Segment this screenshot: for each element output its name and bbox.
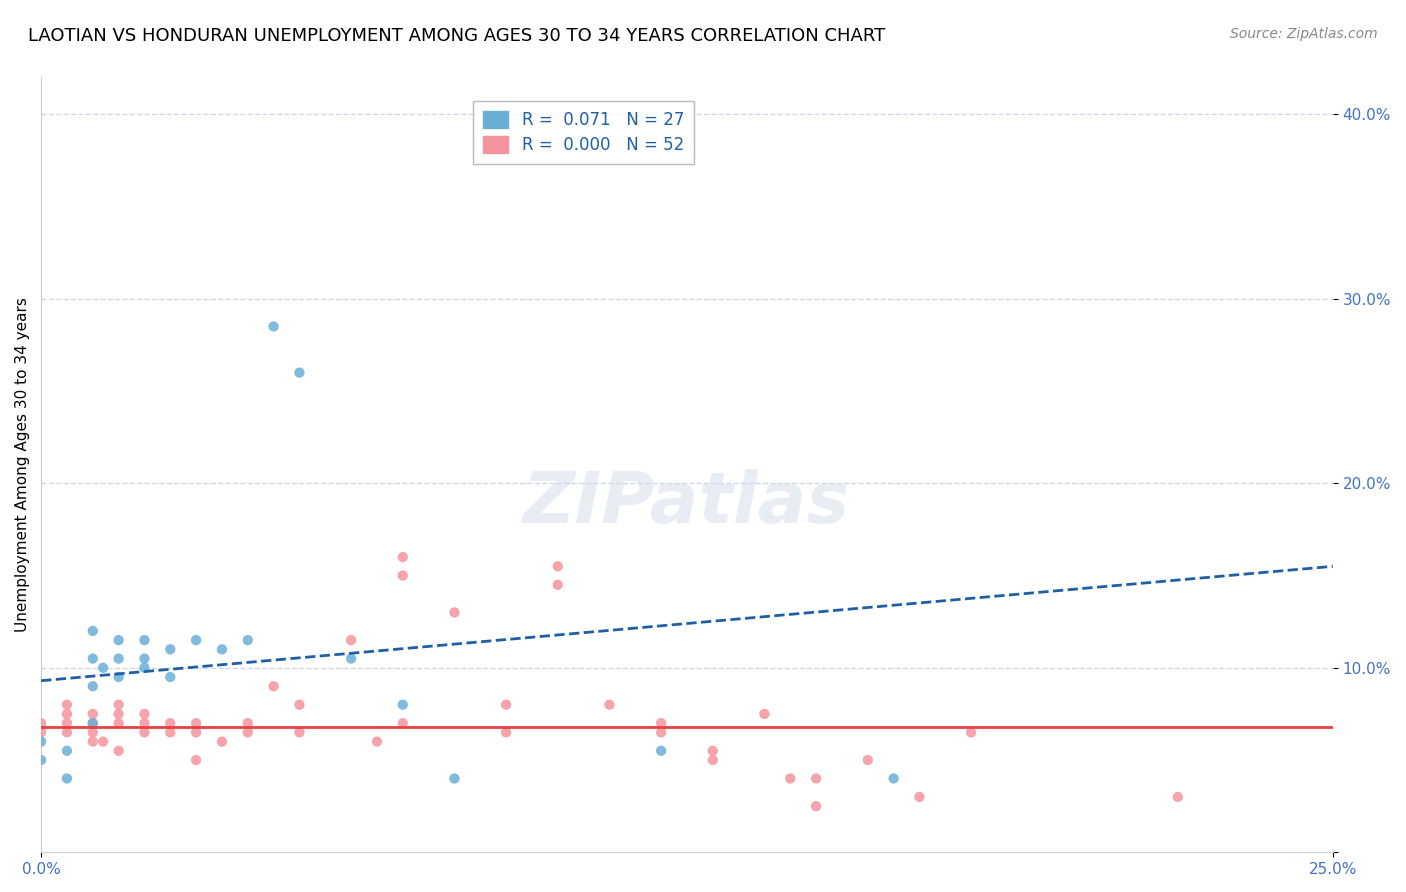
Point <box>443 772 465 786</box>
Point <box>340 633 363 648</box>
Point <box>340 651 363 665</box>
Point <box>30 734 52 748</box>
Point <box>134 633 156 648</box>
Point <box>804 799 827 814</box>
Point <box>159 716 181 731</box>
Point <box>134 661 156 675</box>
Point <box>82 716 104 731</box>
Point <box>547 559 569 574</box>
Point <box>134 716 156 731</box>
Point <box>960 725 983 739</box>
Point <box>495 698 517 712</box>
Point <box>236 633 259 648</box>
Point <box>159 725 181 739</box>
Point <box>184 633 207 648</box>
Point <box>856 753 879 767</box>
Point <box>107 698 129 712</box>
Point <box>236 725 259 739</box>
Y-axis label: Unemployment Among Ages 30 to 34 years: Unemployment Among Ages 30 to 34 years <box>15 297 30 632</box>
Point <box>82 725 104 739</box>
Point <box>495 725 517 739</box>
Point <box>82 651 104 665</box>
Point <box>107 706 129 721</box>
Point <box>184 725 207 739</box>
Point <box>598 698 620 712</box>
Point <box>1167 789 1189 804</box>
Point <box>91 734 114 748</box>
Point <box>391 550 413 565</box>
Point <box>82 734 104 748</box>
Point <box>288 725 311 739</box>
Point <box>443 606 465 620</box>
Point <box>91 661 114 675</box>
Point <box>30 725 52 739</box>
Point <box>211 642 233 657</box>
Point <box>159 670 181 684</box>
Point <box>30 716 52 731</box>
Point <box>82 706 104 721</box>
Point <box>107 744 129 758</box>
Point <box>56 744 79 758</box>
Point <box>56 772 79 786</box>
Point <box>134 706 156 721</box>
Text: ZIPatlas: ZIPatlas <box>523 469 851 538</box>
Point <box>134 651 156 665</box>
Point <box>56 716 79 731</box>
Point <box>263 679 285 693</box>
Point <box>702 753 724 767</box>
Point <box>184 753 207 767</box>
Legend: R =  0.071   N = 27, R =  0.000   N = 52: R = 0.071 N = 27, R = 0.000 N = 52 <box>474 102 695 164</box>
Point <box>754 706 776 721</box>
Point <box>288 698 311 712</box>
Point <box>650 716 672 731</box>
Point <box>56 706 79 721</box>
Point <box>56 725 79 739</box>
Point <box>159 642 181 657</box>
Point <box>702 744 724 758</box>
Point <box>804 772 827 786</box>
Point <box>211 734 233 748</box>
Point <box>184 716 207 731</box>
Point <box>82 624 104 638</box>
Point <box>56 698 79 712</box>
Point <box>650 744 672 758</box>
Point <box>82 716 104 731</box>
Point <box>391 698 413 712</box>
Point <box>547 578 569 592</box>
Point <box>391 716 413 731</box>
Point <box>236 716 259 731</box>
Point <box>288 366 311 380</box>
Text: LAOTIAN VS HONDURAN UNEMPLOYMENT AMONG AGES 30 TO 34 YEARS CORRELATION CHART: LAOTIAN VS HONDURAN UNEMPLOYMENT AMONG A… <box>28 27 886 45</box>
Point <box>107 633 129 648</box>
Point <box>908 789 931 804</box>
Point <box>779 772 801 786</box>
Point <box>107 670 129 684</box>
Point <box>107 651 129 665</box>
Point <box>30 753 52 767</box>
Point <box>82 679 104 693</box>
Point <box>650 725 672 739</box>
Point <box>107 716 129 731</box>
Point <box>366 734 388 748</box>
Point <box>883 772 905 786</box>
Text: Source: ZipAtlas.com: Source: ZipAtlas.com <box>1230 27 1378 41</box>
Point <box>263 319 285 334</box>
Point <box>134 725 156 739</box>
Point <box>391 568 413 582</box>
